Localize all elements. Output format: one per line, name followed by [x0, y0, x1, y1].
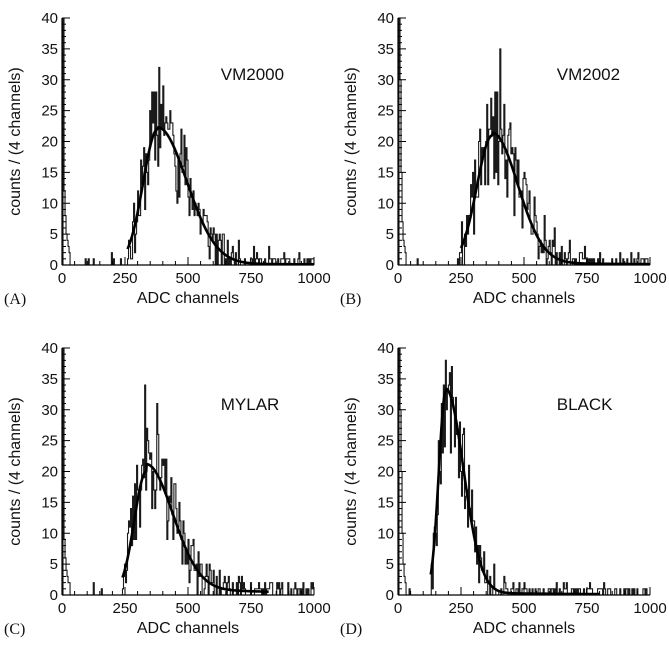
- x-tick-label: 1000: [633, 270, 666, 287]
- x-tick-label: 1000: [297, 270, 330, 287]
- histogram-series: [398, 348, 650, 595]
- y-tick-label: 10: [41, 195, 58, 212]
- y-tick-label: 0: [386, 587, 394, 604]
- panel-d: 0 5 10 15 20 25 30 35 40 0 250 500 750 1000 ADC channe…: [340, 340, 667, 638]
- x-tick-label: 750: [574, 270, 599, 287]
- fit-curve: [459, 131, 650, 265]
- x-tick-label: 500: [175, 270, 200, 287]
- histogram-series: [62, 348, 314, 595]
- y-tick-label: 40: [41, 10, 58, 27]
- y-tick-label: 15: [377, 494, 394, 511]
- y-tick-label: 35: [377, 371, 394, 388]
- y-tick-label: 30: [41, 72, 58, 89]
- panel-c: 0 5 10 15 20 25 30 35 40 0 250 500 750 1000 ADC channe…: [4, 340, 331, 638]
- y-tick-label: 20: [41, 464, 58, 481]
- x-tick-label: 250: [112, 270, 137, 287]
- y-tick-label: 35: [41, 371, 58, 388]
- y-axis-title: counts / (4 channels): [7, 397, 24, 546]
- panel-tag: VM2002: [557, 65, 620, 84]
- x-tick-label: 500: [511, 600, 536, 617]
- x-axis-title: ADC channels: [473, 290, 575, 307]
- y-tick-label: 40: [41, 340, 58, 357]
- y-tick-label: 40: [377, 10, 394, 27]
- x-axis-title: ADC channels: [473, 620, 575, 637]
- x-axis-title: ADC channels: [137, 290, 239, 307]
- y-tick-label: 25: [377, 433, 394, 450]
- x-tick-label: 750: [238, 600, 263, 617]
- y-tick-label: 10: [377, 195, 394, 212]
- y-tick-label: 20: [41, 134, 58, 151]
- y-tick-label: 0: [50, 257, 58, 274]
- y-tick-label: 30: [377, 402, 394, 419]
- panel-tag: VM2000: [221, 65, 284, 84]
- x-tick-label: 750: [574, 600, 599, 617]
- y-tick-label: 25: [41, 103, 58, 120]
- y-tick-label: 10: [377, 525, 394, 542]
- y-tick-label: 25: [41, 433, 58, 450]
- fit-curve: [429, 387, 601, 595]
- y-tick-label: 20: [377, 464, 394, 481]
- y-tick-label: 35: [41, 41, 58, 58]
- y-tick-label: 0: [50, 587, 58, 604]
- y-tick-label: 15: [41, 494, 58, 511]
- panel-letter: (B): [340, 291, 361, 308]
- x-tick-label: 1000: [297, 600, 330, 617]
- y-tick-label: 15: [41, 164, 58, 181]
- x-tick-label: 0: [394, 270, 402, 287]
- y-tick-label: 5: [50, 226, 58, 243]
- histogram-series: [398, 18, 650, 265]
- panel-letter: (A): [4, 291, 26, 308]
- histogram-series: [62, 18, 314, 265]
- x-tick-label: 750: [238, 270, 263, 287]
- y-tick-label: 25: [377, 103, 394, 120]
- x-tick-label: 500: [175, 600, 200, 617]
- panel-tag: BLACK: [557, 395, 613, 414]
- x-tick-label: 1000: [633, 600, 666, 617]
- y-tick-label: 5: [386, 556, 394, 573]
- x-tick-label: 0: [394, 600, 402, 617]
- panel-letter: (C): [4, 621, 25, 638]
- y-axis-title: counts / (4 channels): [343, 67, 360, 216]
- y-tick-label: 20: [377, 134, 394, 151]
- y-axis-title: counts / (4 channels): [343, 397, 360, 546]
- panel-a: 0 5 10 15 20 25 30 35 40 0 250 500 750 1000 ADC channe…: [4, 10, 331, 308]
- panel-letter: (D): [340, 621, 362, 638]
- x-tick-label: 250: [448, 600, 473, 617]
- x-tick-label: 500: [511, 270, 536, 287]
- y-tick-label: 15: [377, 164, 394, 181]
- y-tick-label: 35: [377, 41, 394, 58]
- y-tick-label: 10: [41, 525, 58, 542]
- fit-curve: [121, 462, 270, 593]
- y-tick-label: 40: [377, 340, 394, 357]
- panel-tag: MYLAR: [221, 395, 280, 414]
- x-tick-label: 0: [58, 270, 66, 287]
- fit-curve: [126, 126, 314, 265]
- y-tick-label: 30: [377, 72, 394, 89]
- y-tick-label: 5: [386, 226, 394, 243]
- x-tick-label: 250: [448, 270, 473, 287]
- y-tick-label: 30: [41, 402, 58, 419]
- panel-b: 0 5 10 15 20 25 30 35 40 0 250 500 750 1000 ADC channe…: [340, 10, 667, 308]
- y-axis-title: counts / (4 channels): [7, 67, 24, 216]
- y-tick-label: 0: [386, 257, 394, 274]
- x-axis-title: ADC channels: [137, 620, 239, 637]
- x-tick-label: 250: [112, 600, 137, 617]
- y-tick-label: 5: [50, 556, 58, 573]
- x-tick-label: 0: [58, 600, 66, 617]
